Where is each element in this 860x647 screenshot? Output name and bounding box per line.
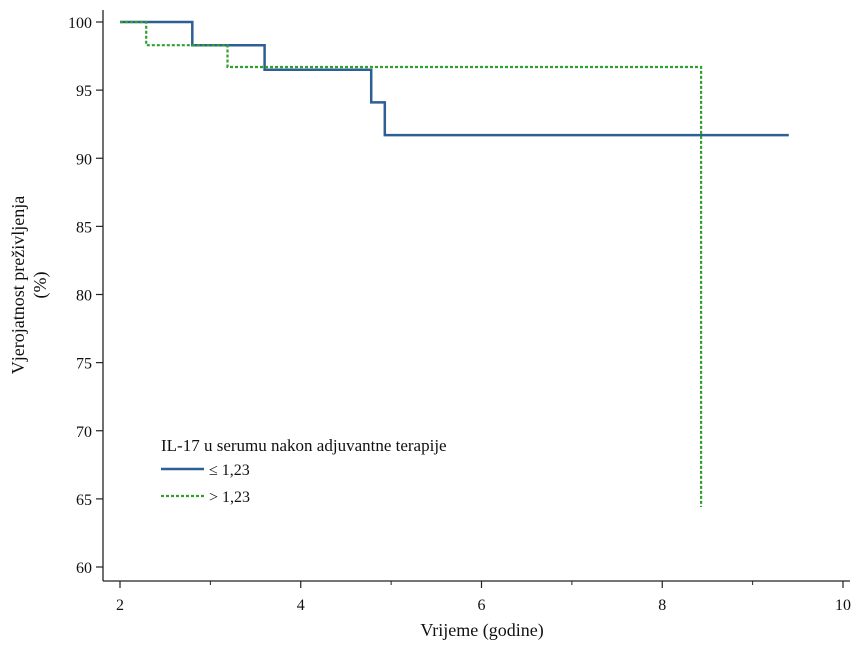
x-tick-label: 4	[297, 597, 305, 614]
y-tick-label: 85	[76, 219, 92, 236]
series-1-curve	[120, 20, 789, 137]
y-tick-label: 80	[76, 288, 92, 305]
series-layer	[120, 20, 789, 507]
legend: IL-17 u serumu nakon adjuvantne terapije…	[161, 436, 447, 506]
y-tick-label: 75	[76, 356, 92, 373]
ticks: 2 4 6 8 10 60 65 70 75 80 85 90 95 100	[68, 15, 851, 614]
x-tick-label: 2	[116, 597, 124, 614]
y-tick-label: 95	[76, 83, 92, 100]
y-axis-unit: (%)	[30, 272, 51, 299]
x-tick-label: 10	[835, 597, 851, 614]
y-tick-label: 65	[76, 492, 92, 509]
y-tick-label: 100	[68, 15, 92, 32]
y-axis-title: Vjerojatnost preživljenja	[8, 196, 28, 374]
x-tick-label: 8	[658, 597, 666, 614]
axes	[102, 10, 850, 582]
series-2-curve	[120, 20, 703, 507]
legend-label-series-2: > 1,23	[209, 489, 250, 506]
legend-title: IL-17 u serumu nakon adjuvantne terapije	[161, 436, 447, 455]
legend-label-series-1: ≤ 1,23	[209, 462, 250, 479]
y-tick-label: 60	[76, 560, 92, 577]
y-tick-label: 70	[76, 424, 92, 441]
y-tick-label: 90	[76, 151, 92, 168]
x-axis-title: Vrijeme (godine)	[420, 620, 543, 641]
x-tick-label: 6	[478, 597, 486, 614]
